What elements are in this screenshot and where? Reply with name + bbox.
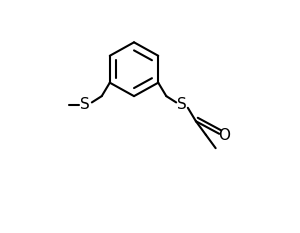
Text: S: S	[80, 97, 90, 112]
Text: O: O	[218, 128, 230, 144]
Text: S: S	[177, 97, 187, 112]
